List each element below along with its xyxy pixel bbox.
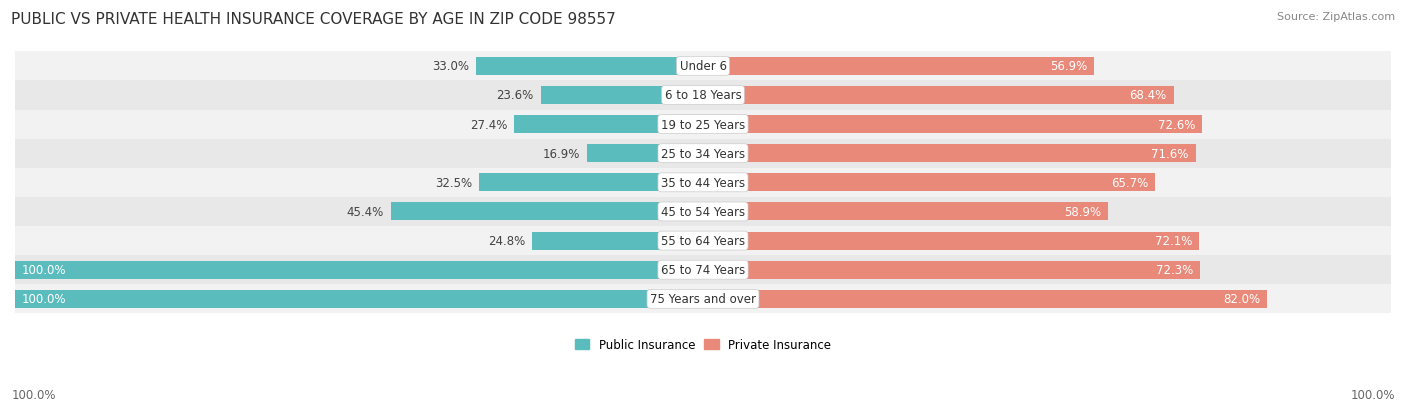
Text: 65 to 74 Years: 65 to 74 Years	[661, 263, 745, 277]
Text: Source: ZipAtlas.com: Source: ZipAtlas.com	[1277, 12, 1395, 22]
Bar	[703, 232, 1199, 250]
Text: 32.5%: 32.5%	[436, 176, 472, 190]
Text: 27.4%: 27.4%	[470, 118, 508, 131]
Text: 45 to 54 Years: 45 to 54 Years	[661, 205, 745, 218]
Text: 33.0%: 33.0%	[432, 60, 470, 73]
Bar	[15, 52, 1391, 81]
Text: 71.6%: 71.6%	[1152, 147, 1188, 160]
Text: 72.3%: 72.3%	[1156, 263, 1194, 277]
Text: 65.7%: 65.7%	[1111, 176, 1149, 190]
Text: 75 Years and over: 75 Years and over	[650, 293, 756, 306]
Bar	[15, 169, 1391, 197]
Text: 25 to 34 Years: 25 to 34 Years	[661, 147, 745, 160]
Text: 72.1%: 72.1%	[1154, 235, 1192, 247]
Bar	[703, 87, 1174, 105]
Text: 24.8%: 24.8%	[488, 235, 526, 247]
Text: 58.9%: 58.9%	[1064, 205, 1101, 218]
Bar	[479, 174, 703, 192]
Bar	[15, 290, 703, 308]
Bar	[15, 81, 1391, 110]
Text: 56.9%: 56.9%	[1050, 60, 1088, 73]
Bar	[703, 261, 1201, 279]
Text: Under 6: Under 6	[679, 60, 727, 73]
Bar	[15, 226, 1391, 256]
Text: 45.4%: 45.4%	[346, 205, 384, 218]
Text: 16.9%: 16.9%	[543, 147, 579, 160]
Bar	[703, 145, 1195, 163]
Bar	[541, 87, 703, 105]
Text: 100.0%: 100.0%	[1350, 388, 1395, 401]
Text: 68.4%: 68.4%	[1129, 89, 1167, 102]
Text: PUBLIC VS PRIVATE HEALTH INSURANCE COVERAGE BY AGE IN ZIP CODE 98557: PUBLIC VS PRIVATE HEALTH INSURANCE COVER…	[11, 12, 616, 27]
Text: 35 to 44 Years: 35 to 44 Years	[661, 176, 745, 190]
Bar	[703, 203, 1108, 221]
Bar	[15, 139, 1391, 169]
Text: 82.0%: 82.0%	[1223, 293, 1260, 306]
Text: 19 to 25 Years: 19 to 25 Years	[661, 118, 745, 131]
Bar	[15, 285, 1391, 313]
Text: 100.0%: 100.0%	[11, 388, 56, 401]
Bar	[477, 58, 703, 76]
Bar	[703, 116, 1202, 134]
Bar	[15, 197, 1391, 226]
Text: 100.0%: 100.0%	[22, 263, 66, 277]
Bar	[391, 203, 703, 221]
Bar	[15, 110, 1391, 139]
Text: 100.0%: 100.0%	[22, 293, 66, 306]
Bar	[703, 58, 1094, 76]
Bar	[15, 256, 1391, 285]
Bar	[515, 116, 703, 134]
Text: 6 to 18 Years: 6 to 18 Years	[665, 89, 741, 102]
Text: 72.6%: 72.6%	[1159, 118, 1195, 131]
Bar	[15, 261, 703, 279]
Bar	[533, 232, 703, 250]
Text: 23.6%: 23.6%	[496, 89, 534, 102]
Legend: Public Insurance, Private Insurance: Public Insurance, Private Insurance	[571, 335, 835, 355]
Bar	[703, 174, 1154, 192]
Bar	[586, 145, 703, 163]
Bar	[703, 290, 1267, 308]
Text: 55 to 64 Years: 55 to 64 Years	[661, 235, 745, 247]
